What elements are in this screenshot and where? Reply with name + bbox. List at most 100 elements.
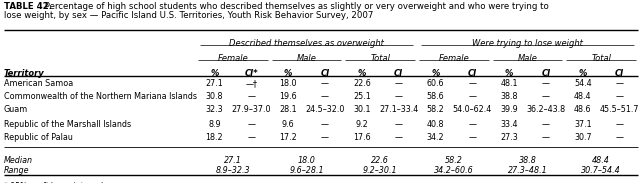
Text: 58.2: 58.2 [445, 156, 463, 165]
Text: 38.8: 38.8 [501, 92, 518, 101]
Text: —: — [247, 120, 255, 129]
Text: —: — [395, 133, 403, 142]
Text: Female: Female [438, 54, 469, 63]
Text: 36.2–43.8: 36.2–43.8 [526, 105, 565, 114]
Text: 33.4: 33.4 [501, 120, 518, 129]
Text: Republic of Palau: Republic of Palau [4, 133, 73, 142]
Text: 30.7–54.4: 30.7–54.4 [581, 166, 621, 175]
Text: —: — [615, 120, 624, 129]
Text: 27.3: 27.3 [500, 133, 518, 142]
Text: %: % [431, 69, 440, 78]
Text: CI: CI [615, 69, 624, 78]
Text: 37.1: 37.1 [574, 120, 592, 129]
Text: 17.2: 17.2 [279, 133, 297, 142]
Text: Median: Median [4, 156, 33, 165]
Text: 9.6–28.1: 9.6–28.1 [289, 166, 324, 175]
Text: Republic of the Marshall Islands: Republic of the Marshall Islands [4, 120, 131, 129]
Text: Commonwealth of the Northern Mariana Islands: Commonwealth of the Northern Mariana Isl… [4, 92, 197, 101]
Text: 38.8: 38.8 [519, 156, 537, 165]
Text: 9.2–30.1: 9.2–30.1 [363, 166, 397, 175]
Text: %: % [358, 69, 366, 78]
Text: 60.6: 60.6 [427, 79, 444, 88]
Text: —: — [247, 133, 255, 142]
Text: —: — [468, 92, 476, 101]
Text: —: — [321, 133, 329, 142]
Text: 28.1: 28.1 [279, 105, 297, 114]
Text: 32.3: 32.3 [206, 105, 223, 114]
Text: Range: Range [4, 166, 29, 175]
Text: Described themselves as overweight: Described themselves as overweight [229, 39, 384, 48]
Text: 34.2–60.6: 34.2–60.6 [434, 166, 474, 175]
Text: —: — [542, 120, 550, 129]
Text: 18.2: 18.2 [206, 133, 223, 142]
Text: Were trying to lose weight: Were trying to lose weight [472, 39, 583, 48]
Text: Female: Female [217, 54, 248, 63]
Text: 48.4: 48.4 [592, 156, 610, 165]
Text: 9.2: 9.2 [355, 120, 368, 129]
Text: —: — [542, 92, 550, 101]
Text: —: — [321, 120, 329, 129]
Text: Territory: Territory [4, 69, 45, 78]
Text: 27.3–48.1: 27.3–48.1 [508, 166, 547, 175]
Text: Male: Male [517, 54, 537, 63]
Text: —: — [321, 79, 329, 88]
Text: 17.6: 17.6 [353, 133, 370, 142]
Text: CI: CI [468, 69, 477, 78]
Text: —: — [395, 79, 403, 88]
Text: * 95% confidence interval.: * 95% confidence interval. [4, 182, 106, 183]
Text: —: — [542, 133, 550, 142]
Text: 27.1: 27.1 [206, 79, 223, 88]
Text: 40.8: 40.8 [427, 120, 444, 129]
Text: 48.6: 48.6 [574, 105, 592, 114]
Text: 30.7: 30.7 [574, 133, 592, 142]
Text: %: % [505, 69, 513, 78]
Text: 54.4: 54.4 [574, 79, 592, 88]
Text: 30.1: 30.1 [353, 105, 370, 114]
Text: CI: CI [541, 69, 551, 78]
Text: CI: CI [394, 69, 403, 78]
Text: 58.6: 58.6 [427, 92, 444, 101]
Text: 45.5–51.7: 45.5–51.7 [600, 105, 639, 114]
Text: —: — [395, 120, 403, 129]
Text: TABLE 42.: TABLE 42. [4, 2, 52, 11]
Text: 24.5–32.0: 24.5–32.0 [305, 105, 345, 114]
Text: 27.1–33.4: 27.1–33.4 [379, 105, 418, 114]
Text: —: — [468, 133, 476, 142]
Text: 22.6: 22.6 [353, 79, 370, 88]
Text: Percentage of high school students who described themselves as slightly or very : Percentage of high school students who d… [42, 2, 549, 11]
Text: Male: Male [297, 54, 317, 63]
Text: %: % [579, 69, 587, 78]
Text: 34.2: 34.2 [427, 133, 444, 142]
Text: Total: Total [591, 54, 611, 63]
Text: 18.0: 18.0 [297, 156, 315, 165]
Text: —: — [247, 92, 255, 101]
Text: —: — [615, 133, 624, 142]
Text: —: — [468, 120, 476, 129]
Text: %: % [210, 69, 219, 78]
Text: 8.9: 8.9 [208, 120, 221, 129]
Text: —†: —† [246, 79, 257, 88]
Text: 18.0: 18.0 [279, 79, 297, 88]
Text: —: — [615, 79, 624, 88]
Text: —: — [395, 92, 403, 101]
Text: CI*: CI* [244, 69, 258, 78]
Text: —: — [321, 92, 329, 101]
Text: 8.9–32.3: 8.9–32.3 [215, 166, 250, 175]
Text: Total: Total [370, 54, 390, 63]
Text: —: — [615, 92, 624, 101]
Text: —: — [542, 79, 550, 88]
Text: —: — [468, 79, 476, 88]
Text: 19.6: 19.6 [279, 92, 297, 101]
Text: 22.6: 22.6 [371, 156, 389, 165]
Text: CI: CI [320, 69, 329, 78]
Text: %: % [284, 69, 292, 78]
Text: 58.2: 58.2 [426, 105, 444, 114]
Text: 48.1: 48.1 [501, 79, 518, 88]
Text: 25.1: 25.1 [353, 92, 370, 101]
Text: American Samoa: American Samoa [4, 79, 73, 88]
Text: 39.9: 39.9 [500, 105, 518, 114]
Text: 9.6: 9.6 [282, 120, 294, 129]
Text: Guam: Guam [4, 105, 28, 114]
Text: 54.0–62.4: 54.0–62.4 [453, 105, 492, 114]
Text: lose weight, by sex — Pacific Island U.S. Territories, Youth Risk Behavior Surve: lose weight, by sex — Pacific Island U.S… [4, 11, 373, 20]
